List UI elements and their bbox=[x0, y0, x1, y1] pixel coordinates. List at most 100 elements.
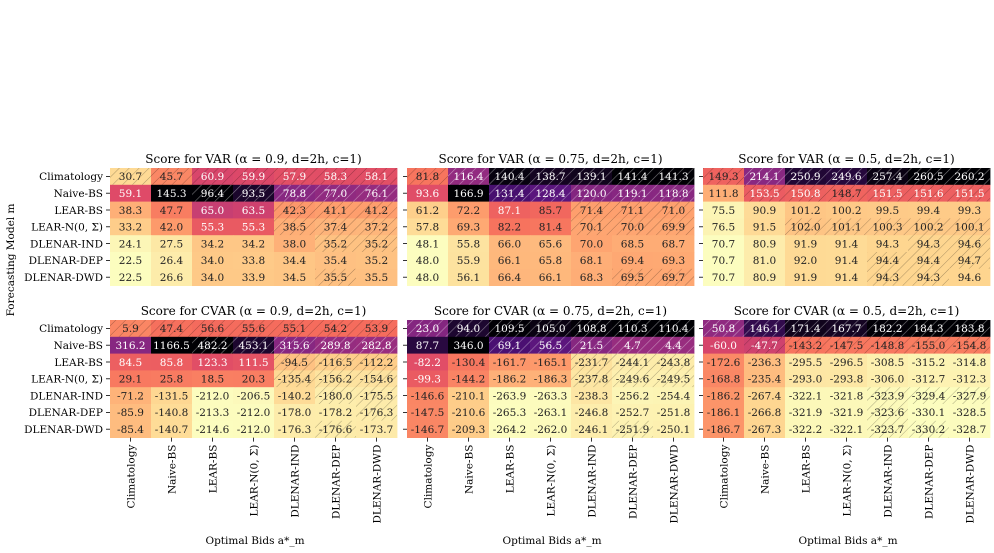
cell-value: 34.4 bbox=[283, 255, 307, 267]
cell-value: 101.2 bbox=[790, 205, 820, 217]
cell-value: -212.0 bbox=[237, 407, 271, 419]
cell-hatch bbox=[949, 184, 990, 202]
heatmap-cell bbox=[703, 353, 745, 371]
cell-value: -256.2 bbox=[616, 390, 650, 402]
cell-value: 65.6 bbox=[539, 238, 563, 250]
heatmap-cell bbox=[703, 218, 745, 236]
cell-value: 110.4 bbox=[658, 323, 688, 335]
cell-value: -99.3 bbox=[414, 374, 441, 386]
cell-value: 69.1 bbox=[498, 340, 521, 352]
cell-value: 69.3 bbox=[662, 255, 685, 267]
cell-value: -249.6 bbox=[616, 374, 650, 386]
col-label: DLENAR-DWD bbox=[669, 445, 681, 524]
cell-value: 153.5 bbox=[749, 188, 779, 200]
cell-value: -135.4 bbox=[278, 374, 312, 386]
cell-value: -212.0 bbox=[196, 390, 230, 402]
cell-value: 47.4 bbox=[160, 323, 184, 335]
cell-value: 56.1 bbox=[457, 272, 480, 284]
cell-hatch bbox=[949, 235, 990, 252]
heatmap-cell bbox=[530, 268, 572, 286]
cell-value: 84.5 bbox=[119, 357, 142, 369]
heatmap-cell bbox=[826, 370, 868, 388]
heatmap-cell bbox=[949, 201, 991, 219]
cell-value: -238.3 bbox=[575, 390, 609, 402]
cell-value: 214.1 bbox=[749, 171, 779, 183]
heatmap-cell bbox=[274, 404, 316, 422]
cell-value: 26.4 bbox=[160, 255, 184, 267]
col-label: DLENAR-DEP bbox=[628, 445, 640, 519]
cell-hatch bbox=[908, 168, 949, 185]
cell-hatch bbox=[315, 320, 356, 337]
cell-hatch bbox=[448, 168, 489, 185]
col-label: LEAR-BS bbox=[801, 445, 813, 494]
cell-hatch bbox=[407, 320, 448, 337]
cell-value: -144.2 bbox=[452, 374, 486, 386]
heatmap-cell bbox=[489, 235, 531, 253]
cell-hatch bbox=[110, 320, 151, 337]
cell-hatch bbox=[151, 320, 192, 337]
cell-value: 91.9 bbox=[794, 272, 817, 284]
cell-value: 260.5 bbox=[913, 171, 943, 183]
cell-value: 35.2 bbox=[365, 238, 388, 250]
heatmap-cell bbox=[908, 353, 950, 371]
cell-value: 316.2 bbox=[115, 340, 145, 352]
heatmap-cell bbox=[110, 184, 152, 202]
heatmap-cell bbox=[407, 353, 449, 371]
cell-value: -252.7 bbox=[616, 407, 650, 419]
heatmap-cell bbox=[192, 420, 234, 438]
heatmap-cell bbox=[489, 353, 531, 371]
heatmap-cell bbox=[785, 404, 827, 422]
heatmap-cell bbox=[867, 201, 909, 219]
cell-value: -254.4 bbox=[657, 390, 691, 402]
heatmap-cell bbox=[826, 420, 868, 438]
cell-value: 111.5 bbox=[238, 357, 268, 369]
col-label: DLENAR-DWD bbox=[372, 445, 384, 524]
heatmap-cell bbox=[110, 252, 152, 270]
cell-value: 70.7 bbox=[712, 255, 735, 267]
col-label: LEAR-BS bbox=[505, 445, 517, 494]
cell-value: 182.2 bbox=[872, 323, 902, 335]
heatmap-cell bbox=[703, 387, 745, 405]
cell-hatch bbox=[867, 387, 908, 404]
cell-hatch bbox=[489, 184, 530, 202]
cell-value: 100.2 bbox=[913, 222, 943, 234]
heatmap-cell bbox=[192, 370, 234, 388]
col-label: LEAR-N(0, Σ) bbox=[249, 445, 261, 517]
heatmap-cell bbox=[489, 420, 531, 438]
cell-hatch bbox=[315, 370, 356, 388]
heatmap-cell bbox=[151, 404, 193, 422]
cell-value: 4.4 bbox=[665, 340, 682, 352]
x-axis-label: Optimal Bids a*_m bbox=[205, 535, 304, 547]
heatmap-cell bbox=[826, 235, 868, 253]
cell-value: 65.0 bbox=[201, 205, 224, 217]
heatmap-panel: Score for VAR (α = 0.5, d=2h, c=1)149.3 2… bbox=[699, 152, 991, 286]
heatmap-cell bbox=[489, 370, 531, 388]
row-label: DLENAR-DWD bbox=[24, 424, 103, 436]
heatmap-panel: Score for VAR (α = 0.75, d=2h, c=1) 81.8 1… bbox=[403, 152, 695, 286]
heatmap-cell bbox=[110, 404, 152, 422]
cell-hatch bbox=[653, 201, 694, 219]
heatmap-cell bbox=[151, 420, 193, 438]
cell-value: 93.6 bbox=[416, 188, 440, 200]
cell-value: -147.5 bbox=[830, 340, 864, 352]
heatmap-cell bbox=[530, 353, 572, 371]
cell-hatch bbox=[356, 387, 397, 404]
cell-value: 81.4 bbox=[539, 222, 563, 234]
cell-value: -264.2 bbox=[493, 424, 527, 436]
cell-value: 90.9 bbox=[753, 205, 776, 217]
heatmap-cell bbox=[489, 218, 531, 236]
heatmap-cell bbox=[653, 252, 695, 270]
heatmap-cell bbox=[530, 235, 572, 253]
cell-hatch bbox=[356, 320, 397, 337]
cell-hatch bbox=[785, 336, 826, 354]
col-label: DLENAR-DWD bbox=[965, 445, 977, 524]
heatmap-cell bbox=[703, 268, 745, 286]
heatmap-cell bbox=[233, 404, 275, 422]
cell-hatch bbox=[653, 353, 694, 371]
heatmap-cell bbox=[653, 420, 695, 438]
cell-value: 71.1 bbox=[621, 205, 644, 217]
heatmap-cell bbox=[530, 387, 572, 405]
cell-value: -186.3 bbox=[534, 374, 568, 386]
cell-value: 99.3 bbox=[958, 205, 981, 217]
cell-hatch bbox=[612, 420, 653, 438]
